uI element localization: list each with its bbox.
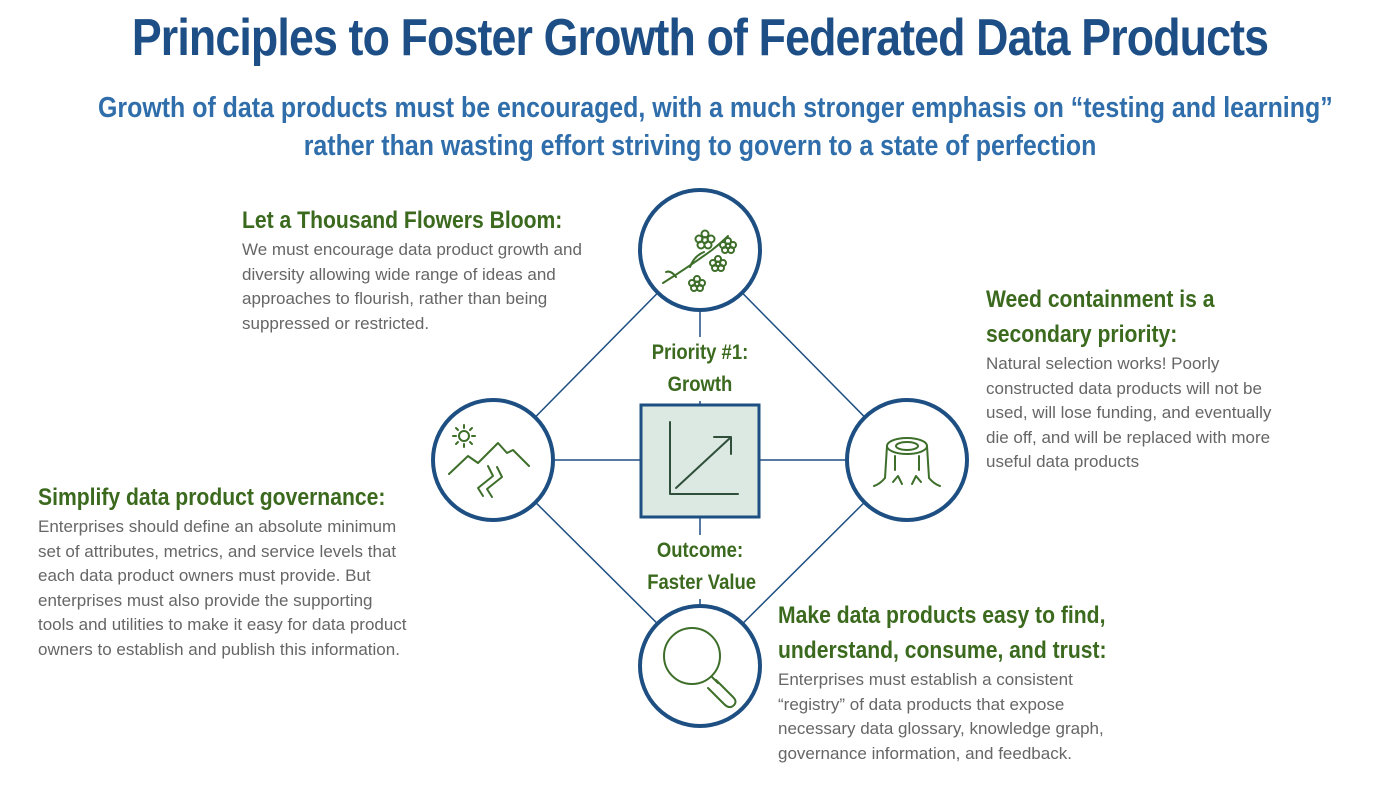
weed-line-4: die off, and will be replaced with more [986, 427, 1271, 447]
weed-heading-line-1: Weed containment is a [986, 286, 1215, 313]
mountain-node [431, 398, 555, 522]
find-line-4: governance information, and feedback. [778, 743, 1072, 763]
find-principle: Make data products easy to find, underst… [778, 598, 1151, 766]
flowers-principle: Let a Thousand Flowers Bloom: We must en… [242, 203, 606, 336]
weed-line-3: used, will lose funding, and eventually [986, 403, 1272, 422]
flowers-heading: Let a Thousand Flowers Bloom: [242, 207, 563, 234]
governance-principle: Simplify data product governance: Enterp… [38, 480, 433, 662]
flowers-line-1: We must encourage data product growth an… [242, 240, 582, 259]
magnifier-node [638, 604, 762, 728]
magnifier-icon [663, 627, 737, 709]
page-title: Principles to Foster Growth of Federated… [131, 9, 1269, 67]
find-heading-line-2: understand, consume, and trust: [778, 637, 1107, 664]
weed-heading-line-2: secondary priority: [986, 321, 1178, 348]
subtitle-line-2: rather than wasting effort striving to g… [303, 130, 1097, 162]
flower-branch-icon [662, 229, 737, 292]
stump-node [845, 398, 969, 522]
find-line-2: “registry” of data products that expose [778, 694, 1065, 714]
governance-line-2: set of attributes, metrics, and service … [38, 541, 397, 561]
weed-line-1: Natural selection works! Poorly [986, 354, 1220, 373]
priority-line-1: Priority #1: [651, 341, 749, 364]
governance-line-4: enterprises must also provide the suppor… [38, 590, 373, 610]
priority-label: Priority #1: Growth [645, 337, 755, 401]
flowers-line-2: diversity allowing wide range of ideas a… [242, 264, 556, 284]
outcome-label: Outcome: Faster Value [641, 535, 759, 599]
governance-line-6: owners to establish and publish this inf… [38, 639, 400, 659]
governance-heading: Simplify data product governance: [38, 484, 386, 511]
flowers-line-3: approaches to flourish, rather than bein… [242, 289, 548, 308]
growth-center [639, 403, 761, 519]
find-line-3: necessary data glossary, knowledge graph… [778, 719, 1104, 738]
tree-stump-icon [873, 437, 941, 487]
growth-arrow-icon [669, 421, 739, 495]
find-line-1: Enterprises must establish a consistent [778, 670, 1073, 689]
governance-line-1: Enterprises should define an absolute mi… [38, 517, 397, 536]
weed-principle: Weed containment is a secondary priority… [986, 282, 1271, 475]
outcome-line-1: Outcome: [656, 539, 744, 562]
governance-line-5: tools and utilities to make it easy for … [38, 615, 407, 634]
outcome-line-2: Faster Value [647, 571, 757, 594]
priority-line-2: Growth [667, 373, 733, 396]
weed-line-5: useful data products [986, 452, 1140, 471]
governance-line-3: each data product owners must provide. B… [38, 566, 371, 585]
flower-node [638, 188, 762, 312]
flowers-line-4: suppressed or restricted. [242, 313, 430, 333]
find-heading-line-1: Make data products easy to find, [778, 602, 1106, 629]
subtitle-line-1: Growth of data products must be encourag… [98, 92, 1333, 124]
mountain-sun-icon [448, 424, 530, 498]
weed-line-2: constructed data products will not be [986, 378, 1262, 398]
